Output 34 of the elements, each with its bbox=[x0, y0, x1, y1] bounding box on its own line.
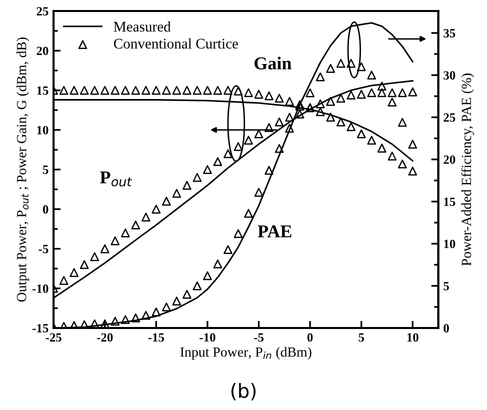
y2-tick-label: 10 bbox=[444, 240, 456, 248]
x-tick-label: 0 bbox=[307, 333, 313, 342]
x-tick-label: -5 bbox=[254, 333, 264, 342]
y2-tick-label: 25 bbox=[444, 113, 456, 122]
y2-tick-label: 30 bbox=[444, 71, 456, 80]
y-tick-label: 20 bbox=[36, 46, 48, 56]
y2-tick-label: 35 bbox=[444, 29, 456, 38]
y2-tick-label: 5 bbox=[444, 282, 449, 290]
y2-tick-label: 20 bbox=[444, 155, 456, 164]
y-tick-label: -5 bbox=[38, 244, 48, 254]
y-tick-label: 15 bbox=[37, 86, 48, 95]
legend-label: Conventional Curtice bbox=[114, 38, 238, 49]
y-tick-label: 25 bbox=[36, 7, 48, 16]
y-tick-label: 10 bbox=[37, 126, 48, 134]
y-tick-label: -15 bbox=[32, 324, 48, 332]
y-axis-title: Output Power, P$_{out}$ ; Power Gain, G (dBm, dB) bbox=[16, 38, 30, 302]
y-tick-label: 5 bbox=[42, 166, 48, 174]
y2-tick-label: 0 bbox=[444, 324, 449, 332]
x-axis-title: Input Power, P$_{in}$ (dBm) bbox=[180, 346, 312, 360]
text: (b) bbox=[231, 382, 256, 400]
x-tick-label: -15 bbox=[148, 333, 164, 342]
annotation: PAE bbox=[258, 225, 292, 238]
x-tick-label: 5 bbox=[358, 333, 364, 342]
annotation: Gain bbox=[254, 56, 292, 70]
x-tick-label: -20 bbox=[96, 333, 113, 342]
x-tick-label: -10 bbox=[200, 333, 216, 342]
annotation: P$_{out}$ bbox=[100, 171, 132, 186]
y2-tick-label: 15 bbox=[444, 198, 456, 206]
y-tick-label: -10 bbox=[32, 284, 48, 293]
y2-axis-title: Power-Added Efficiency, PAE (%) bbox=[461, 74, 474, 266]
x-tick-label: -25 bbox=[46, 333, 62, 342]
y-tick-label: 0 bbox=[42, 205, 48, 214]
x-tick-label: 10 bbox=[407, 333, 418, 342]
legend-label: Measured bbox=[114, 21, 171, 32]
